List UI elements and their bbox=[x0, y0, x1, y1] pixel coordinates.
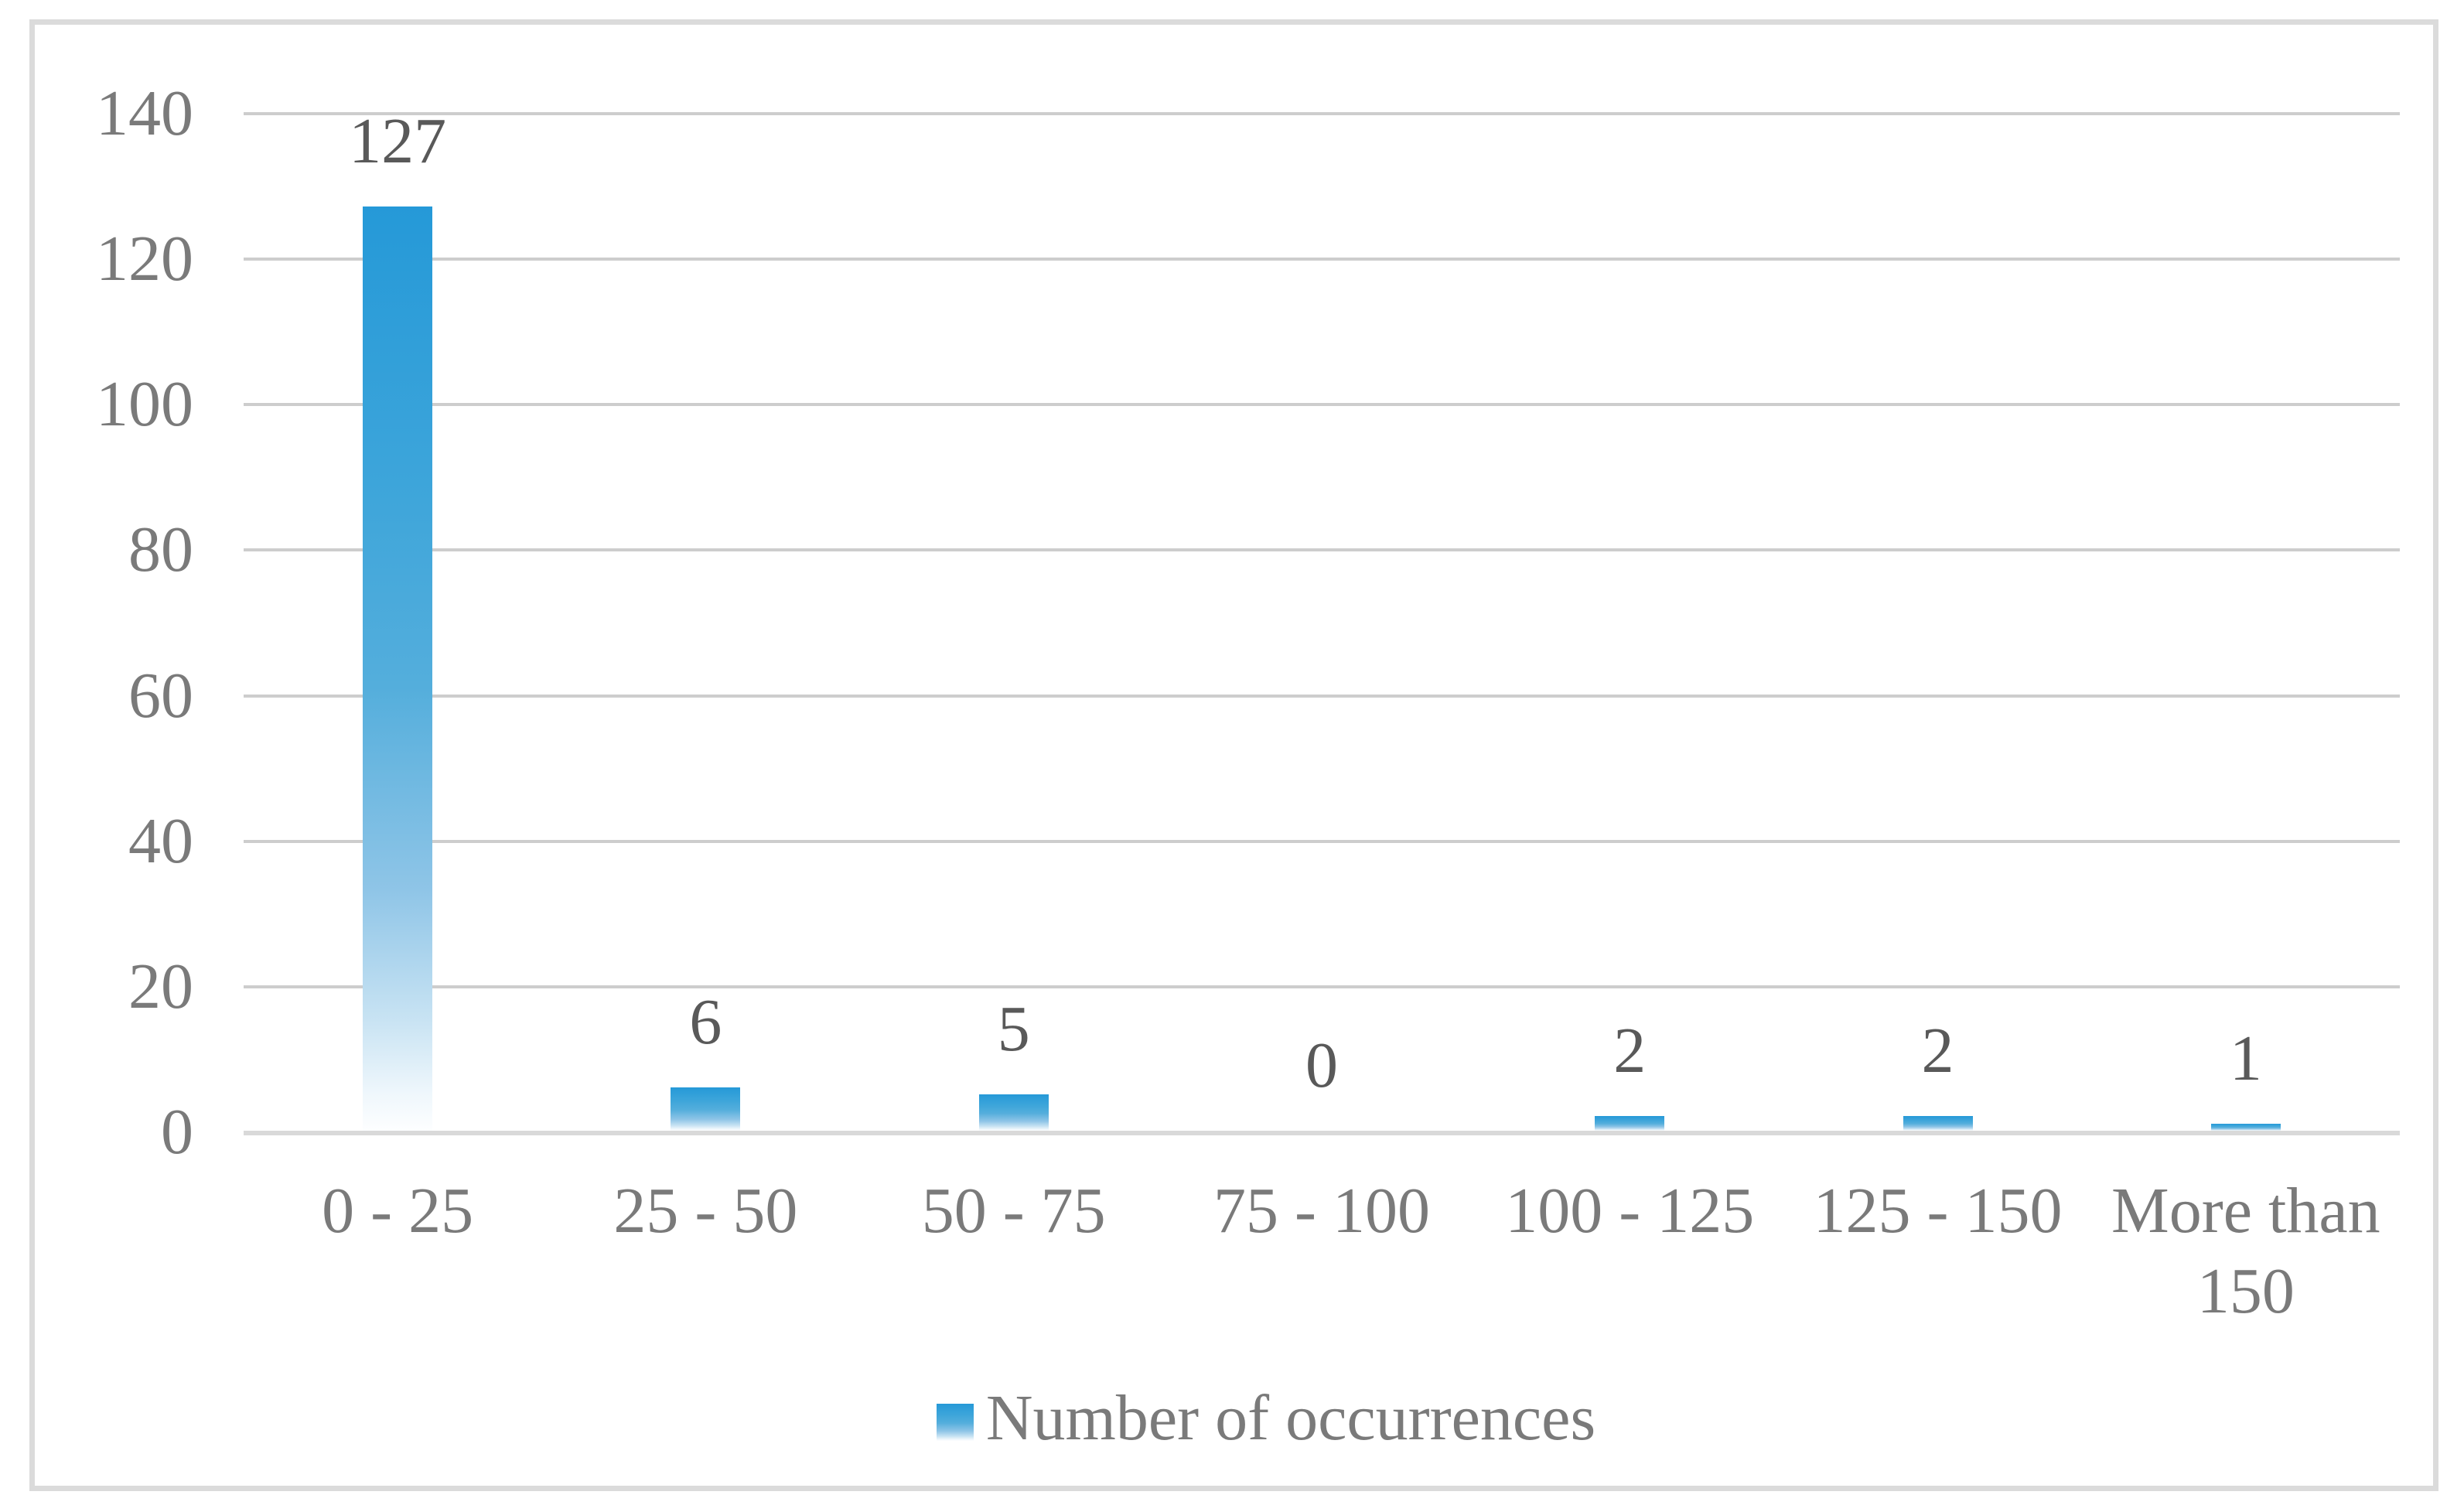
bar-cell-6: 1 bbox=[2092, 112, 2400, 1135]
gridline-y-40 bbox=[244, 840, 2400, 843]
bar-value-label-5: 2 bbox=[1921, 1015, 1954, 1087]
bar-50---75 bbox=[978, 1094, 1049, 1131]
legend-marker-swatch bbox=[936, 1404, 974, 1441]
y-tick-label-40: 40 bbox=[128, 805, 193, 877]
x-category-label-3: 75 - 100 bbox=[1213, 1175, 1430, 1247]
y-tick-label-140: 140 bbox=[96, 77, 193, 149]
x-category-label-4: 100 - 125 bbox=[1505, 1175, 1755, 1247]
bar-cell-0: 127 bbox=[244, 105, 551, 1135]
bar-value-label-1: 6 bbox=[689, 986, 722, 1058]
plot-area: 127 6 5 0 2 2 1 bbox=[244, 105, 2400, 1135]
gridline-y-100 bbox=[244, 403, 2400, 406]
legend-series-label: Number of occurrences bbox=[985, 1382, 1596, 1454]
bar-100---125 bbox=[1595, 1116, 1665, 1131]
y-tick-label-100: 100 bbox=[96, 368, 193, 440]
gridline-y-20 bbox=[244, 985, 2400, 988]
x-category-label-1: 25 - 50 bbox=[613, 1175, 798, 1247]
bar-More-than-150 bbox=[2210, 1124, 2281, 1131]
bar-value-label-4: 2 bbox=[1613, 1015, 1647, 1087]
bar-cell-1: 6 bbox=[551, 112, 859, 1135]
bar-value-label-0: 127 bbox=[349, 105, 447, 177]
x-axis-category-labels: 0 - 25 25 - 50 50 - 75 75 - 100 100 - 125 125… bbox=[244, 1171, 2400, 1332]
x-category-label-2: 50 - 75 bbox=[921, 1175, 1106, 1247]
bar-series: 127 6 5 0 2 2 1 bbox=[244, 105, 2400, 1135]
gridline-y-120 bbox=[244, 258, 2400, 261]
x-axis-line bbox=[244, 1131, 2400, 1135]
x-category-label-5: 125 - 150 bbox=[1813, 1175, 2063, 1247]
bar-cell-3: 0 bbox=[1168, 112, 1476, 1135]
bar-value-label-6: 1 bbox=[2229, 1022, 2262, 1094]
x-category-label-0: 0 - 25 bbox=[322, 1175, 474, 1247]
bar-125---150 bbox=[1903, 1116, 1973, 1131]
gridline-y-80 bbox=[244, 548, 2400, 551]
gridline-y-140 bbox=[244, 112, 2400, 115]
bar-25---50 bbox=[671, 1087, 741, 1131]
y-tick-label-20: 20 bbox=[128, 951, 193, 1022]
bar-value-label-2: 5 bbox=[997, 993, 1030, 1065]
bar-0---25 bbox=[363, 206, 433, 1131]
gridline-y-60 bbox=[244, 695, 2400, 698]
y-tick-label-80: 80 bbox=[128, 514, 193, 585]
bar-value-label-3: 0 bbox=[1305, 1029, 1338, 1101]
bar-cell-2: 5 bbox=[860, 112, 1168, 1135]
y-tick-label-60: 60 bbox=[128, 660, 193, 732]
y-axis-tick-labels: 140 120 100 80 60 40 20 0 bbox=[35, 25, 193, 1486]
x-category-label-6: More than 150 bbox=[2111, 1175, 2380, 1327]
bar-cell-4: 2 bbox=[1476, 112, 1783, 1135]
figure-frame: 127 6 5 0 2 2 1 140 120 100 80 60 40 20 0 0 - 25 25 - … bbox=[29, 19, 2438, 1491]
y-tick-label-120: 120 bbox=[96, 223, 193, 295]
legend: Number of occurrences bbox=[64, 1381, 2464, 1456]
y-tick-label-0: 0 bbox=[161, 1096, 193, 1168]
bar-cell-5: 2 bbox=[1783, 112, 2091, 1135]
